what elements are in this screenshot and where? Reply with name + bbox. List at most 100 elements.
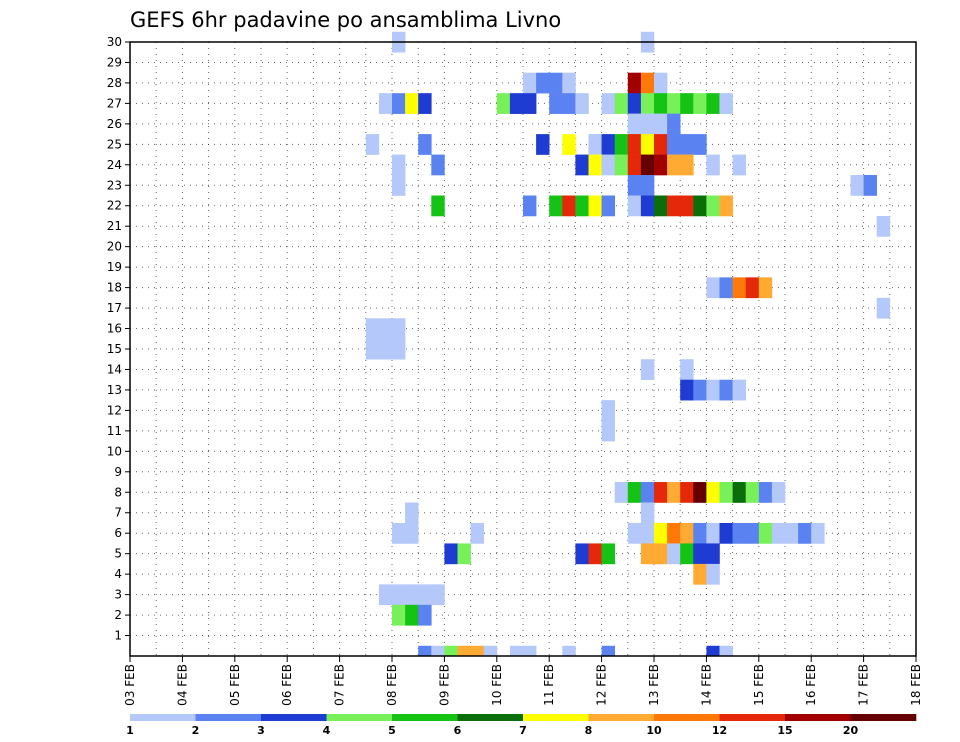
cell-member-8-step-38 xyxy=(627,482,642,503)
cell-member-3-step-19 xyxy=(378,584,393,606)
x-tick-label-15: 18 FEB xyxy=(909,664,923,706)
cell-member-27-step-22 xyxy=(418,93,432,114)
cell-member-26-step-39 xyxy=(640,113,655,135)
cell-member-22-step-35 xyxy=(588,195,602,217)
plot-frame xyxy=(129,41,917,657)
y-tick-label-16: 16 xyxy=(107,322,122,336)
cell-member-0-step-25 xyxy=(457,645,471,657)
cell-member-27-step-19 xyxy=(378,93,393,114)
y-tick-label-9: 9 xyxy=(114,465,122,479)
x-tick-label-8: 11 FEB xyxy=(542,664,556,706)
cell-member-5-step-39 xyxy=(640,543,655,565)
y-tick-label-21: 21 xyxy=(107,219,122,233)
cell-member-6-step-47 xyxy=(745,522,760,544)
cell-member-5-step-34 xyxy=(575,543,589,565)
colorbar-swatch-9 xyxy=(719,714,786,721)
cell-member-24-step-39 xyxy=(640,154,655,176)
cell-member-4-step-43 xyxy=(693,563,707,585)
cell-member-22-step-32 xyxy=(549,195,563,217)
cell-member-27-step-38 xyxy=(627,93,642,114)
cell-member-25-step-38 xyxy=(627,134,642,155)
colorbar-label-2: 3 xyxy=(257,724,265,737)
cell-member-23-step-38 xyxy=(627,175,642,196)
cell-member-5-step-43 xyxy=(693,543,707,565)
colorbar-swatch-7 xyxy=(588,714,655,721)
colorbar: 1 2 3 4 5 6 7 8 10 12 15 20 xyxy=(126,714,917,737)
cell-member-24-step-23 xyxy=(431,154,445,176)
colorbar-swatch-3 xyxy=(326,714,393,721)
y-tick-label-8: 8 xyxy=(114,485,122,499)
cell-member-8-step-43 xyxy=(693,482,707,503)
cell-member-8-step-44 xyxy=(706,482,720,503)
y-tick-label-1: 1 xyxy=(114,629,122,643)
y-tick-label-11: 11 xyxy=(107,424,122,438)
cell-member-22-step-44 xyxy=(706,195,720,217)
cell-member-28-step-31 xyxy=(536,72,550,94)
cell-member-27-step-43 xyxy=(693,93,707,114)
y-tick-label-14: 14 xyxy=(107,362,122,376)
cell-member-13-step-42 xyxy=(680,379,694,401)
x-tick-label-3: 06 FEB xyxy=(280,664,294,706)
cell-member-8-step-47 xyxy=(745,482,760,503)
y-tick-label-26: 26 xyxy=(107,117,122,131)
y-tick-label-4: 4 xyxy=(114,567,122,581)
cell-member-27-step-37 xyxy=(614,93,629,114)
cell-member-5-step-35 xyxy=(588,543,602,565)
x-tick-label-10: 13 FEB xyxy=(647,664,661,706)
cell-member-8-step-37 xyxy=(614,482,629,503)
colorbar-swatch-1 xyxy=(195,714,262,721)
cell-member-22-step-33 xyxy=(562,195,576,217)
cell-member-24-step-20 xyxy=(392,154,406,176)
cell-member-28-step-33 xyxy=(562,72,576,94)
cell-member-27-step-30 xyxy=(523,93,537,114)
cell-member-24-step-34 xyxy=(575,154,589,176)
cell-member-23-step-20 xyxy=(392,175,406,196)
cell-member-25-step-39 xyxy=(640,134,655,155)
y-tick-label-30: 30 xyxy=(107,35,122,49)
cell-member-0-step-30 xyxy=(523,645,537,657)
cell-member-6-step-39 xyxy=(640,522,655,544)
cell-member-6-step-44 xyxy=(706,522,720,544)
colorbar-label-10: 15 xyxy=(777,724,792,737)
x-tick-label-13: 16 FEB xyxy=(804,664,818,706)
cell-member-26-step-40 xyxy=(654,113,668,135)
cell-member-12-step-36 xyxy=(601,400,615,421)
cell-member-24-step-40 xyxy=(654,154,668,176)
cell-member-16-step-19 xyxy=(378,318,393,340)
x-tick-label-0: 03 FEB xyxy=(123,664,137,706)
cell-member-8-step-45 xyxy=(719,482,733,503)
x-tick-label-11: 14 FEB xyxy=(699,664,713,706)
cell-member-22-step-45 xyxy=(719,195,733,217)
cell-member-24-step-46 xyxy=(732,154,746,176)
y-tick-label-23: 23 xyxy=(107,178,122,192)
cell-member-6-step-43 xyxy=(693,522,707,544)
cell-member-27-step-29 xyxy=(509,93,524,114)
cell-member-25-step-22 xyxy=(418,134,432,155)
colorbar-label-6: 7 xyxy=(519,724,527,737)
y-tick-label-6: 6 xyxy=(114,526,122,540)
cell-member-3-step-23 xyxy=(431,584,445,606)
cell-member-25-step-35 xyxy=(588,134,602,155)
cell-member-18-step-45 xyxy=(719,277,733,299)
cell-member-13-step-43 xyxy=(693,379,707,401)
cell-member-18-step-46 xyxy=(732,277,746,299)
y-tick-label-25: 25 xyxy=(107,137,122,151)
y-tick-label-17: 17 xyxy=(107,301,122,315)
colorbar-label-5: 6 xyxy=(454,724,462,737)
cell-member-6-step-41 xyxy=(667,522,681,544)
cell-member-28-step-32 xyxy=(549,72,563,94)
cell-member-18-step-44 xyxy=(706,277,720,299)
cell-member-27-step-20 xyxy=(392,93,406,114)
cell-member-22-step-38 xyxy=(627,195,642,217)
cell-member-16-step-20 xyxy=(392,318,406,340)
cell-member-6-step-21 xyxy=(405,522,419,544)
cell-member-22-step-36 xyxy=(601,195,615,217)
cell-member-24-step-37 xyxy=(614,154,629,176)
x-tick-label-12: 15 FEB xyxy=(752,664,766,706)
cell-member-27-step-40 xyxy=(654,93,668,114)
cell-member-24-step-42 xyxy=(680,154,694,176)
cell-member-28-step-38 xyxy=(627,72,642,94)
x-tick-label-9: 12 FEB xyxy=(595,664,609,706)
cell-member-6-step-40 xyxy=(654,522,668,544)
